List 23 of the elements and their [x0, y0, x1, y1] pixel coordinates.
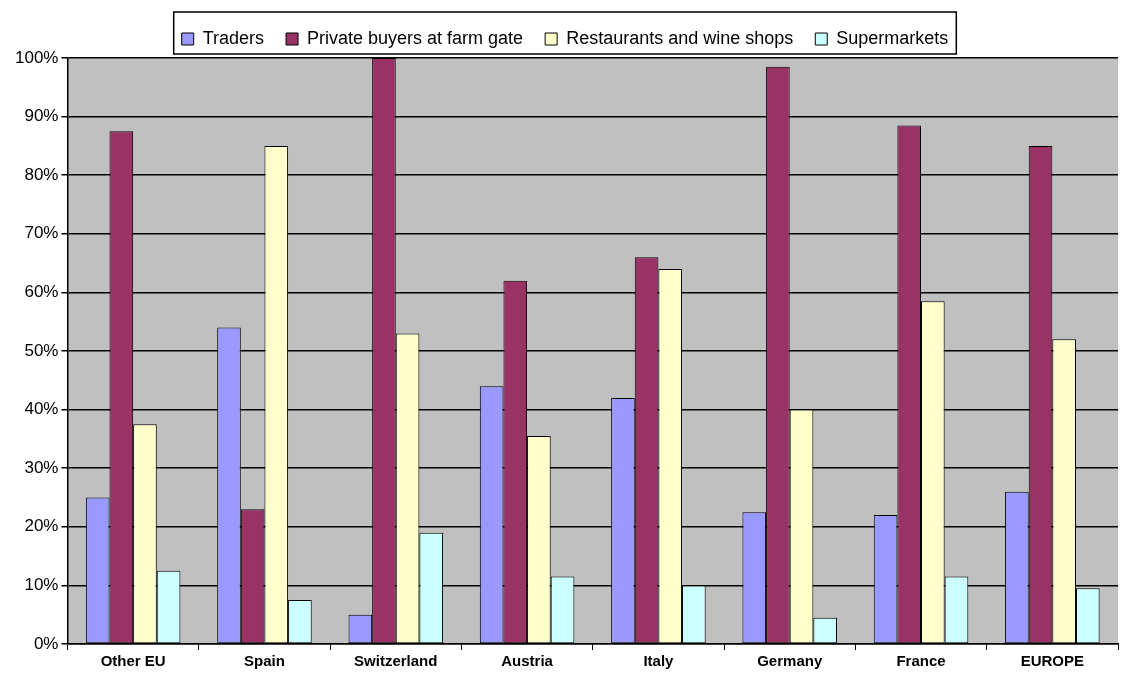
- legend-label: Traders: [202, 27, 265, 48]
- x-tick-label: EUROPE: [1020, 652, 1085, 670]
- y-tick-label: 60%: [24, 282, 59, 302]
- y-tick-label: 90%: [24, 106, 59, 126]
- legend-label: Restaurants and wine shops: [566, 27, 794, 48]
- y-tick-label: 100%: [15, 47, 59, 67]
- legend-label: Private buyers at farm gate: [307, 27, 524, 48]
- x-tick-label: France: [896, 652, 946, 670]
- x-tick-label: Germany: [757, 652, 823, 670]
- y-tick-label: 40%: [24, 399, 59, 419]
- y-tick-label: 70%: [24, 223, 59, 243]
- legend-label: Supermarkets: [836, 27, 949, 48]
- y-tick-label: 80%: [24, 164, 59, 184]
- x-tick-label: Italy: [643, 652, 675, 670]
- x-tick-label: Spain: [244, 652, 285, 670]
- x-tick-label: Other EU: [100, 652, 166, 670]
- y-tick-label: 30%: [24, 457, 59, 477]
- y-tick-label: 20%: [24, 516, 59, 536]
- x-tick-label: Austria: [501, 652, 554, 670]
- y-tick-label: 10%: [24, 575, 59, 595]
- y-tick-label: 0%: [33, 633, 59, 653]
- y-tick-label: 50%: [24, 340, 59, 360]
- x-tick-label: Switzerland: [354, 652, 438, 670]
